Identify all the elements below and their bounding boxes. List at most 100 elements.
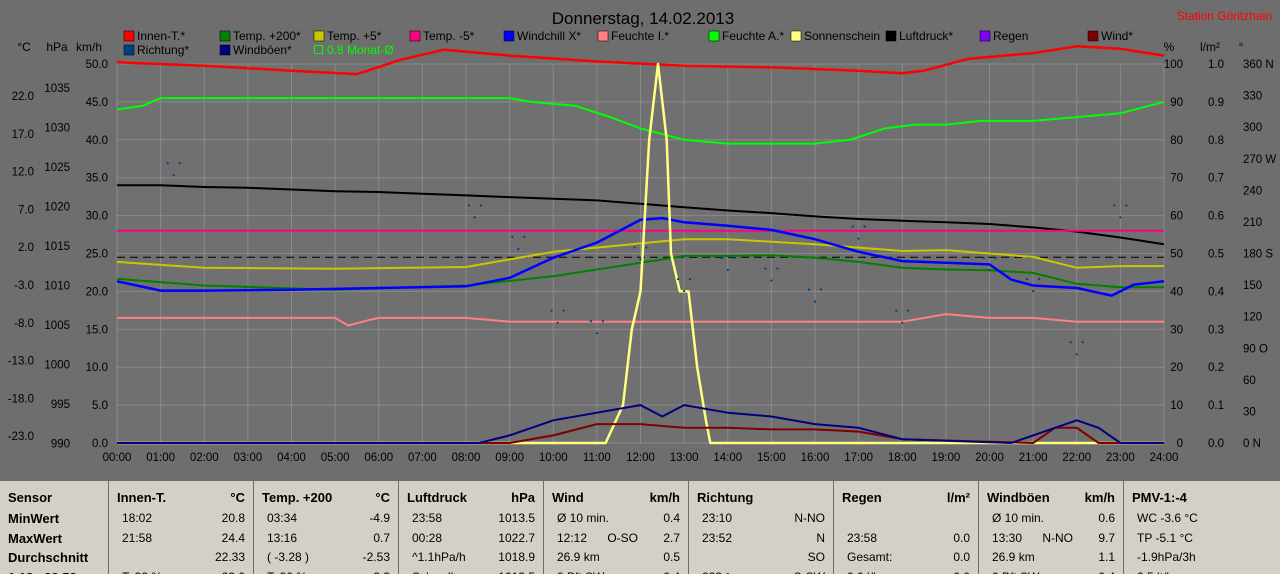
row-value: 0.7 <box>373 530 390 545</box>
row-time: -1.9hPa/3h <box>1137 550 1196 564</box>
richtung-point <box>467 204 470 207</box>
panel-row: 00:28 1022.7 <box>407 531 535 549</box>
row-time: 0 Bft SW <box>992 570 1039 574</box>
legend-item: Windchill X* <box>503 29 581 43</box>
panel-title: PMV-1:-4 <box>1132 490 1187 505</box>
series-line-innen-t <box>116 45 1165 76</box>
row-value: SO <box>807 550 825 564</box>
wind-tick-label: 5.0 <box>92 400 108 412</box>
direction-tick-label: 210 <box>1243 217 1262 229</box>
richtung-point <box>511 235 514 239</box>
panel-row: 21:58 24.4 <box>117 531 245 549</box>
direction-tick-label: 360 N <box>1243 59 1274 71</box>
humidity-tick-label: 80 <box>1170 135 1183 147</box>
panel-row: MaxWert <box>8 531 100 549</box>
row-time: 223 ° <box>702 570 730 574</box>
legend-swatch <box>123 44 135 56</box>
panel-row: WC -3.6 °C <box>1132 511 1272 529</box>
legend-label: Wind* <box>1101 29 1133 43</box>
legend-label: Temp. -5* <box>423 29 475 43</box>
row-value: 0.4 <box>663 511 680 525</box>
panel-row: Durchschnitt <box>8 550 100 568</box>
panel-row: 26.9 km 1.1 <box>987 550 1115 568</box>
legend-swatch <box>313 30 325 42</box>
x-tick-label: 06:00 <box>364 452 393 464</box>
panel-row: -1.9hPa/3h <box>1132 550 1272 568</box>
direction-axis-label: ° <box>1239 40 1244 54</box>
wind-tick-label: 0.0 <box>92 438 108 450</box>
direction-tick-label: 150 <box>1243 280 1262 292</box>
x-tick-label: 20:00 <box>975 452 1004 464</box>
row-label: MinWert <box>8 511 60 526</box>
richtung-point <box>633 246 636 249</box>
panel-unit: km/h <box>649 490 680 505</box>
panel-row: 23:52 N <box>697 531 825 549</box>
panel-row: SO <box>697 550 825 568</box>
x-tick-label: 03:00 <box>233 452 262 464</box>
direction-tick-label: 180 S <box>1243 249 1273 261</box>
panel-row: Gesamt: 0.0 <box>842 550 970 568</box>
panel-header: Temp. +200 °C <box>262 490 390 505</box>
legend-swatch <box>123 30 135 42</box>
legend-item: Regen <box>979 29 1028 43</box>
stats-panel: Temp. +200 °C 03:34 -4.9 13:16 0.7 ( -3.28 ) -2… <box>254 481 398 574</box>
panel-header: Innen-T. °C <box>117 490 245 505</box>
row-time: Schwelle <box>412 570 460 574</box>
richtung-point <box>550 309 553 312</box>
legend-label: Innen-T.* <box>137 29 185 43</box>
humidity-tick-label: 20 <box>1170 362 1183 374</box>
legend-label: Luftdruck* <box>899 29 953 43</box>
panel-row: 13:30 N-NO 9.7 <box>987 531 1115 549</box>
stats-panel: Innen-T. °C 18:02 20.8 21:58 24.4 22.33 T: 32 %… <box>109 481 253 574</box>
richtung-point <box>677 277 680 281</box>
series-layer <box>116 45 1165 445</box>
row-value: 1013.5 <box>498 570 535 574</box>
row-time: WC -3.6 °C <box>1137 511 1198 525</box>
row-time: 21:58 <box>122 530 153 545</box>
series-line-windb-en <box>117 404 1164 444</box>
rain-tick-label: 0.3 <box>1208 324 1224 336</box>
series-line-feuchte-i <box>117 313 1164 327</box>
legend-label: Feuchte I.* <box>611 29 669 43</box>
humidity-tick-label: 40 <box>1170 286 1183 298</box>
rain-axis-label: l/m² <box>1200 40 1220 54</box>
richtung-point <box>988 268 991 272</box>
x-tick-label: 09:00 <box>495 452 524 464</box>
direction-tick-label: 330 <box>1243 91 1262 103</box>
panel-row: 23:58 1013.5 <box>407 511 535 529</box>
richtung-point <box>776 267 779 270</box>
panel-header: Windböen km/h <box>987 490 1115 505</box>
panel-row: 1.13.. 23.58 <box>8 570 100 574</box>
direction-tick-label: 0 N <box>1243 438 1261 450</box>
panel-row: T: 32 % 23.0 <box>117 570 245 574</box>
pressure-tick-label: 1005 <box>44 320 70 332</box>
rain-tick-label: 0.1 <box>1208 400 1224 412</box>
legend-item: Temp. +200* <box>219 29 301 43</box>
panel-row: ^1.1hPa/h 1018.9 <box>407 550 535 568</box>
direction-tick-label: 270 W <box>1243 154 1276 166</box>
rain-tick-label: 0.6 <box>1208 211 1224 223</box>
rain-tick-label: 0.4 <box>1208 286 1225 298</box>
row-time: 23:10 <box>702 511 733 525</box>
row-time: 26.9 km <box>557 550 600 564</box>
row-time: 12:12 <box>557 530 588 545</box>
x-tick-label: 02:00 <box>190 452 219 464</box>
row-value: 24.4 <box>221 530 245 545</box>
direction-tick-label: 30 <box>1243 406 1256 418</box>
row-value: 1018.9 <box>498 550 535 564</box>
richtung-point <box>556 321 559 324</box>
richtung-point <box>1075 353 1078 356</box>
richtung-point <box>645 246 648 249</box>
legend-swatch <box>597 30 609 42</box>
legend-label: Windböen* <box>233 43 292 57</box>
rain-tick-label: 0.7 <box>1208 173 1224 185</box>
x-tick-label: 14:00 <box>713 452 742 464</box>
wind-tick-label: 15.0 <box>86 324 108 336</box>
legend-swatch <box>979 30 991 42</box>
panel-title: Temp. +200 <box>262 490 333 505</box>
row-value: 2.7 <box>663 530 680 545</box>
row-value: 0.5 <box>663 550 680 564</box>
temp-tick-label: 2.0 <box>18 242 34 254</box>
legend-item: Feuchte A.* <box>708 29 784 43</box>
richtung-point <box>689 277 692 281</box>
